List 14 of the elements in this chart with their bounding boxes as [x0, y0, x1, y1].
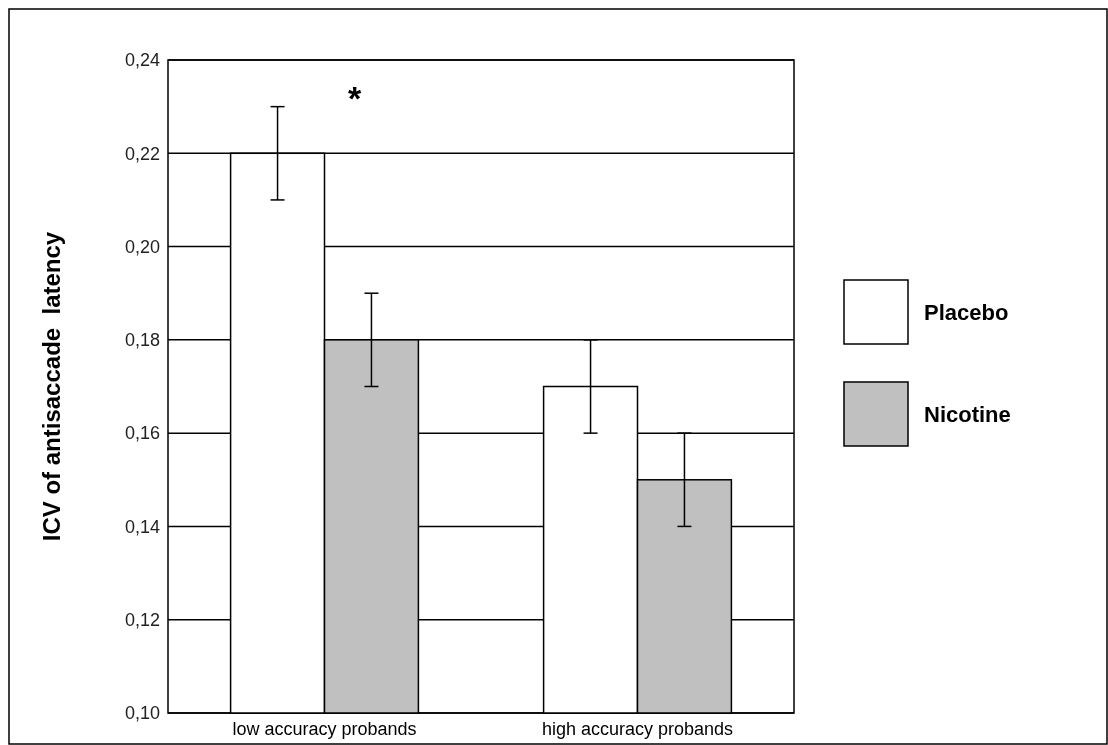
y-tick-label: 0,18	[124, 330, 160, 351]
x-tick-label: low accuracy probands	[232, 719, 417, 739]
y-tick-label: 0,12	[124, 610, 160, 631]
y-tick-label: 0,16	[124, 423, 160, 444]
y-tick-label: 0,14	[124, 516, 160, 537]
y-tick-label: 0,10	[124, 703, 160, 724]
x-tick-label: high accuracy probands	[541, 719, 734, 739]
y-tick-label: 0,24	[124, 50, 160, 71]
text: Nicotine	[924, 401, 1011, 427]
y-tick-label: 0,22	[124, 143, 160, 164]
y-tick-label: 0,20	[124, 236, 160, 257]
y-axis-title: ICV of antisaccade latency	[38, 231, 65, 542]
annotation: *	[347, 79, 362, 117]
text: Placebo	[924, 299, 1009, 325]
